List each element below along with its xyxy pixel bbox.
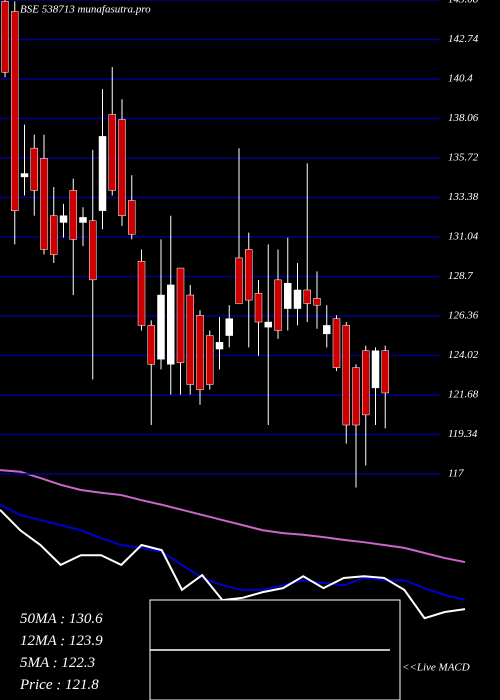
y-tick-label: 145.08 bbox=[448, 0, 479, 6]
candle-body bbox=[196, 315, 204, 390]
candle-body bbox=[30, 147, 38, 191]
candle-body bbox=[215, 342, 224, 350]
price-panel: 145.08 142.74 140.4 138.06 135.72 133.38 131.0… bbox=[0, 0, 479, 488]
macd-annotation: <<Live MACD bbox=[402, 662, 470, 674]
candle-body bbox=[167, 284, 175, 365]
candle-body bbox=[137, 261, 146, 326]
y-tick-label: 121.68 bbox=[448, 389, 479, 401]
ma-value: 130.6 bbox=[69, 611, 103, 627]
y-tick-label: 126.36 bbox=[448, 310, 479, 322]
y-tick-label: 124.02 bbox=[448, 349, 479, 361]
y-tick-label: 140.4 bbox=[448, 73, 473, 85]
y-tick-label: 119.34 bbox=[448, 428, 478, 440]
candle-body bbox=[118, 119, 126, 216]
ma-name: 12MA bbox=[20, 633, 57, 649]
y-tick-label: 128.7 bbox=[448, 270, 473, 282]
ma-label: 5MA : 122.3 bbox=[20, 655, 95, 671]
ma-line bbox=[0, 469, 466, 564]
candle-body bbox=[274, 279, 282, 331]
candle-body bbox=[89, 220, 97, 281]
candle-body bbox=[313, 298, 321, 306]
candle-body bbox=[235, 257, 243, 304]
ma-line bbox=[0, 509, 466, 620]
ma-name: 50MA bbox=[20, 611, 57, 627]
candle-body bbox=[128, 200, 136, 235]
y-tick-label: 131.04 bbox=[448, 231, 479, 243]
candle-body bbox=[264, 321, 272, 328]
candle-body bbox=[11, 11, 19, 211]
candle-body bbox=[332, 318, 341, 368]
candle-body bbox=[20, 173, 29, 178]
candle-body bbox=[303, 289, 311, 304]
candle-body bbox=[293, 289, 302, 309]
ma-value: 122.3 bbox=[61, 655, 95, 671]
candle-body bbox=[362, 350, 370, 416]
candle-body bbox=[79, 217, 87, 223]
candle-body bbox=[352, 367, 360, 426]
candle-body bbox=[186, 294, 194, 385]
candle-body bbox=[98, 136, 107, 211]
candle-body bbox=[1, 1, 9, 73]
ma-name: 5MA bbox=[20, 655, 50, 671]
price-value: 121.8 bbox=[65, 677, 99, 693]
candle-body bbox=[225, 318, 233, 336]
ma-label: 50MA : 130.6 bbox=[20, 611, 103, 627]
candle-body bbox=[147, 325, 155, 365]
candle-body bbox=[157, 294, 165, 360]
candle-body bbox=[342, 325, 350, 426]
ma-value: 123.9 bbox=[69, 633, 103, 649]
candle-body bbox=[245, 249, 253, 301]
candle-body bbox=[254, 293, 263, 323]
candle-body bbox=[176, 267, 185, 363]
y-tick-label: 133.38 bbox=[448, 191, 479, 203]
candle-body bbox=[40, 158, 48, 250]
price-name: Price bbox=[19, 677, 53, 693]
candle-body bbox=[284, 282, 292, 309]
y-tick-label: 138.06 bbox=[448, 112, 479, 124]
y-tick-label: 142.74 bbox=[448, 33, 479, 45]
price-label: Price : 121.8 bbox=[19, 677, 99, 693]
candle-body bbox=[50, 215, 58, 255]
candle-body bbox=[381, 350, 389, 394]
chart-title: BSE 538713 munafasutra.pro bbox=[20, 4, 151, 16]
y-tick-label: 117 bbox=[448, 467, 464, 479]
y-tick-label: 135.72 bbox=[448, 152, 479, 164]
candle-body bbox=[59, 215, 68, 223]
candle-body bbox=[371, 350, 380, 389]
candle-body bbox=[323, 325, 331, 335]
candle-body bbox=[69, 190, 77, 240]
candle-body bbox=[108, 114, 116, 191]
ma-label: 12MA : 123.9 bbox=[20, 633, 103, 649]
ma-panel bbox=[0, 469, 466, 620]
candle-body bbox=[206, 335, 214, 385]
